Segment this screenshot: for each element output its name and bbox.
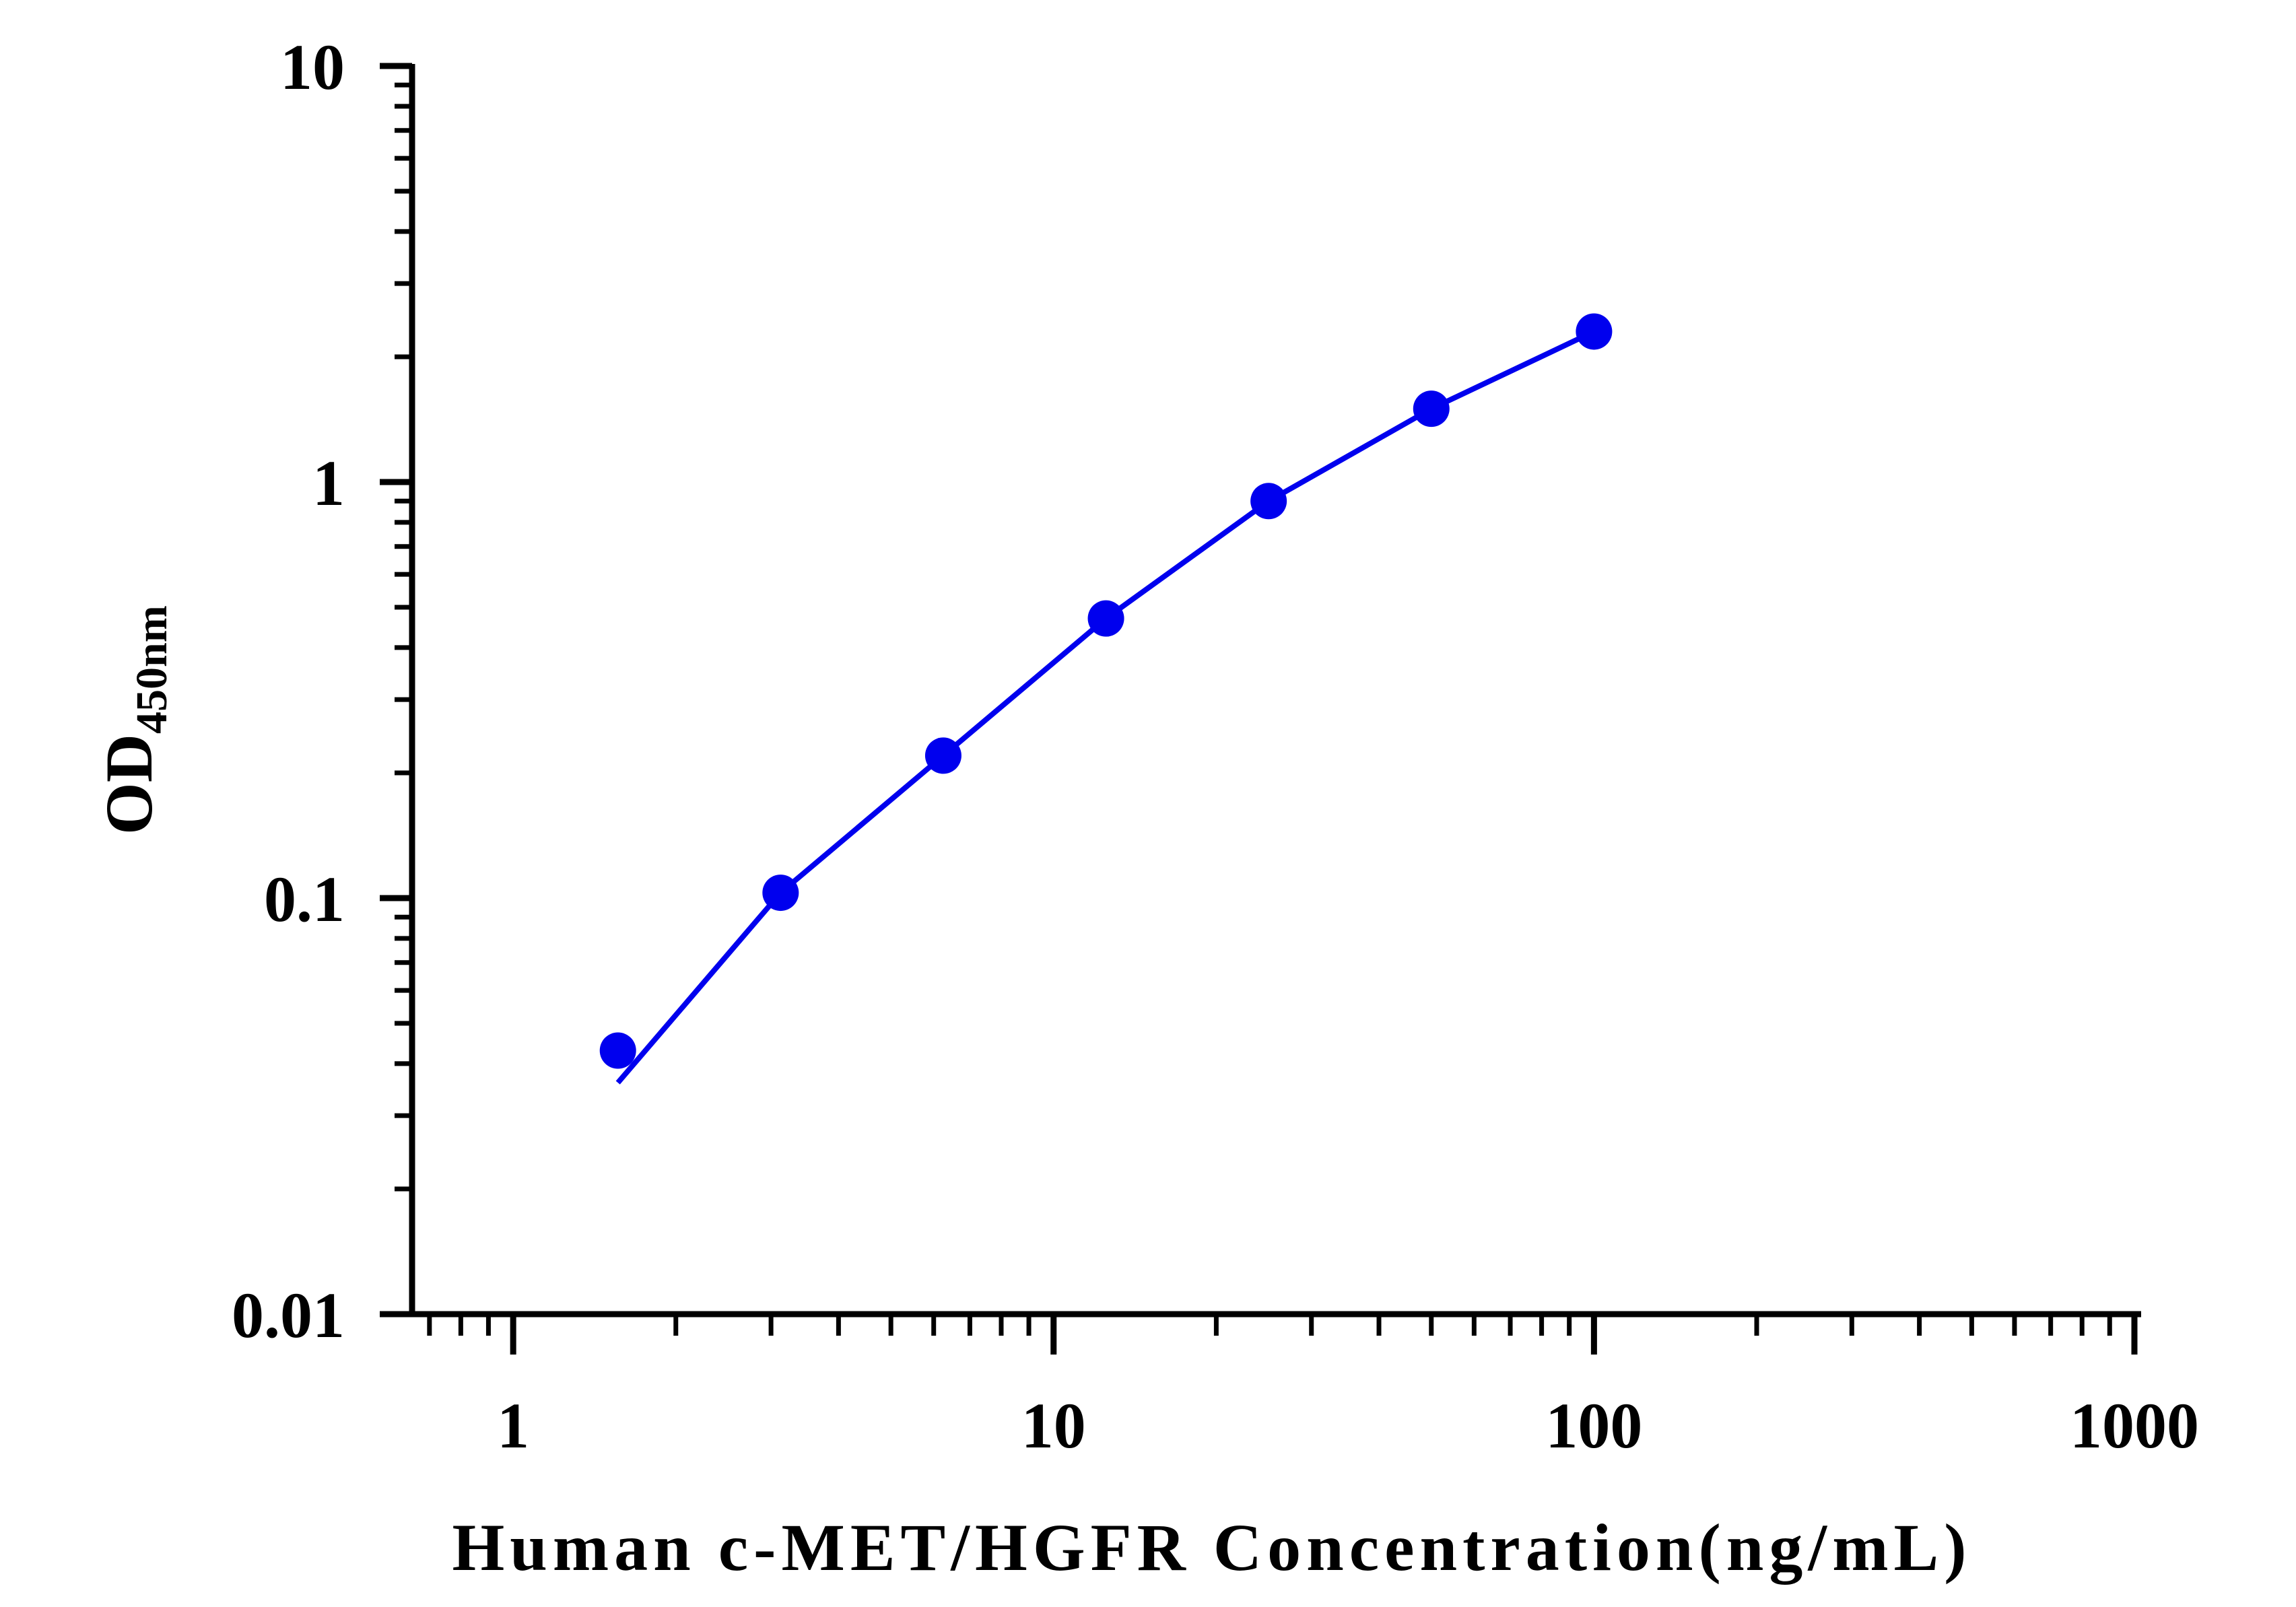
data-point-marker (599, 1032, 636, 1069)
y-tick-label: 10 (280, 31, 345, 103)
y-axis-title-main: OD (92, 734, 166, 835)
x-tick-label: 10 (1021, 1390, 1086, 1462)
y-tick-label: 0.1 (264, 863, 345, 935)
data-point-marker (1250, 483, 1287, 520)
axes (380, 63, 2141, 1355)
y-axis-title-subscript: 450nm (127, 605, 176, 734)
x-axis-ticks (427, 1314, 2138, 1355)
fit-curve-line (615, 329, 1596, 1085)
data-point-marker (762, 875, 799, 912)
x-axis-tick-labels: 1 10 100 1000 (497, 1390, 2199, 1462)
y-tick-label: 0.01 (232, 1279, 345, 1351)
data-point-marker (1413, 390, 1450, 428)
y-axis-title: OD450nm (92, 605, 176, 835)
x-axis-title: Human c-MET/HGFR Concentration(ng/mL) (452, 1510, 1971, 1585)
x-tick-label: 1000 (2070, 1390, 2199, 1462)
x-tick-label: 1 (497, 1390, 529, 1462)
y-tick-label: 1 (312, 447, 345, 519)
data-point-marker (1576, 313, 1613, 350)
y-axis-tick-labels: 0.01 0.1 1 10 (232, 31, 345, 1351)
data-point-marker (1087, 600, 1124, 637)
data-series (599, 313, 1613, 1085)
x-tick-label: 100 (1545, 1390, 1642, 1462)
data-point-marker (924, 737, 961, 774)
y-axis-ticks (380, 63, 412, 1318)
